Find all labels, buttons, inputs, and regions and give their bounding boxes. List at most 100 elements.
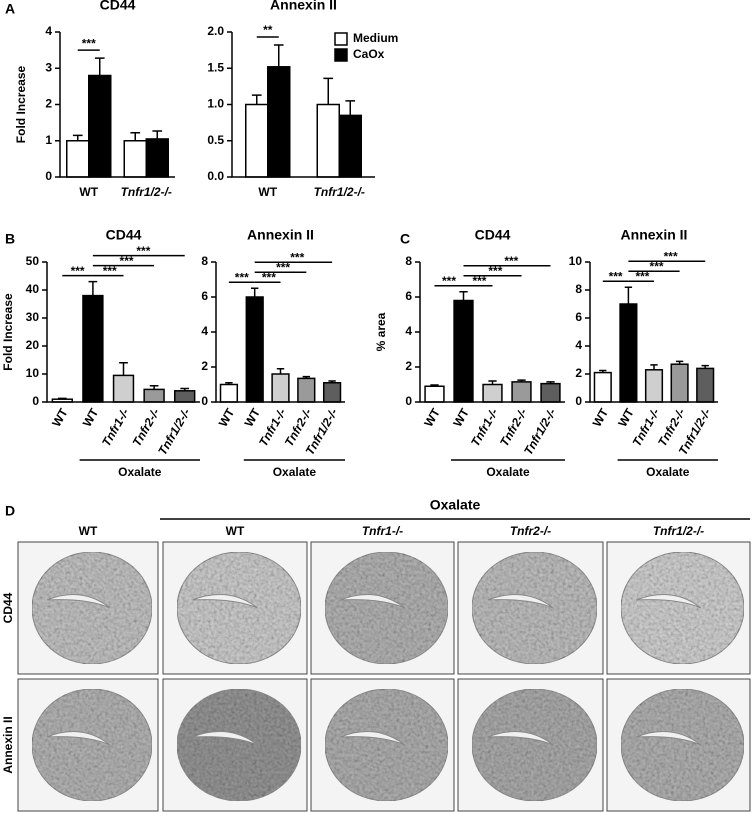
row-label: Annexin II — [1, 716, 15, 773]
renal-pelvis — [636, 594, 702, 609]
kidney-section — [324, 551, 449, 665]
error-bar — [650, 364, 658, 370]
bar — [112, 374, 135, 403]
y-tick-label: 2 — [201, 359, 208, 373]
column-label: Tnfr2-/- — [510, 524, 551, 538]
renal-pelvis — [192, 731, 258, 746]
x-tick-label: WT — [80, 406, 102, 430]
axes — [46, 262, 200, 403]
renal-pelvis — [340, 594, 406, 609]
bar — [88, 74, 112, 178]
renal-pelvis — [487, 731, 554, 746]
kidney-section — [620, 551, 745, 665]
significance-label: *** — [82, 36, 96, 50]
bar — [245, 103, 269, 178]
group-label: Oxalate — [430, 497, 481, 513]
bar — [297, 377, 316, 403]
error-bar — [276, 368, 285, 374]
y-tick-label: 30 — [26, 310, 40, 324]
column-label: Tnfr1/2-/- — [653, 524, 704, 538]
bar — [123, 140, 147, 178]
legend-label: Medium — [353, 31, 398, 45]
row-label: CD44 — [1, 592, 15, 623]
bar — [143, 388, 165, 403]
bar — [82, 294, 104, 403]
significance-label: *** — [120, 254, 134, 268]
bar — [619, 303, 638, 403]
micrograph — [457, 678, 604, 812]
y-tick-label: 0 — [32, 394, 39, 408]
renal-pelvis — [340, 731, 406, 746]
error-bar — [430, 384, 439, 387]
y-tick-label: 10 — [26, 366, 40, 380]
kidney-section — [324, 688, 449, 802]
y-tick-label: 0.5 — [207, 133, 224, 147]
error-bar — [152, 130, 163, 139]
micrograph — [606, 541, 751, 675]
y-tick-label: 4 — [201, 324, 208, 338]
x-tick-label: WT — [79, 185, 98, 199]
significance-label: *** — [472, 274, 486, 288]
chart-title: CD44 — [475, 227, 511, 243]
x-tick-label: WT — [242, 406, 264, 430]
group-label: Oxalate — [118, 465, 162, 479]
significance-label: *** — [442, 274, 456, 288]
error-bar — [323, 77, 334, 105]
micrograph — [162, 541, 308, 675]
y-tick-label: 6 — [575, 310, 582, 324]
error-bar — [88, 280, 98, 296]
panel-label: D — [5, 503, 15, 519]
y-tick-label: 2 — [45, 97, 52, 111]
error-bar — [180, 387, 190, 391]
error-bar — [225, 382, 233, 385]
bar — [424, 385, 445, 403]
bar — [540, 382, 561, 403]
x-tick-label: Tnfr1-/- — [99, 406, 132, 449]
chart-title: CD44 — [100, 0, 136, 13]
bar — [66, 140, 90, 178]
micrograph — [310, 678, 455, 812]
significance-label: *** — [136, 244, 150, 258]
y-tick-label: 0.0 — [207, 169, 224, 183]
error-bar — [517, 379, 526, 382]
group-label: Oxalate — [646, 465, 690, 479]
kidney-section — [176, 551, 302, 665]
chart-title: Annexin II — [247, 227, 314, 243]
renal-pelvis — [487, 594, 554, 609]
panel-label: C — [400, 231, 410, 247]
y-tick-label: 6 — [201, 289, 208, 303]
significance-label: *** — [609, 269, 623, 283]
error-bar — [701, 364, 709, 369]
y-axis-label: % area — [374, 312, 388, 351]
legend-swatch — [334, 32, 348, 46]
bar — [219, 383, 239, 403]
chart-title: CD44 — [106, 227, 142, 243]
error-bar — [251, 94, 262, 105]
x-tick-label: WT — [615, 406, 637, 430]
bar — [453, 299, 474, 403]
significance-label: *** — [504, 254, 518, 268]
significance-label: ** — [263, 23, 273, 37]
renal-pelvis — [636, 731, 702, 746]
bar — [271, 373, 290, 403]
group-label: Oxalate — [486, 465, 530, 479]
y-tick-label: 4 — [405, 324, 412, 338]
bar — [174, 390, 196, 403]
y-tick-label: 2.0 — [207, 24, 224, 38]
significance-label: *** — [71, 264, 85, 278]
y-tick-label: 4 — [45, 24, 52, 38]
significance-label: *** — [262, 270, 276, 284]
error-bar — [130, 132, 141, 141]
micrograph — [17, 541, 159, 675]
bar — [696, 367, 715, 403]
error-bar — [72, 134, 83, 141]
y-tick-label: 10 — [569, 254, 583, 268]
y-tick-label: 3 — [45, 60, 52, 74]
significance-label: *** — [488, 264, 502, 278]
axes — [215, 262, 345, 403]
kidney-section — [31, 551, 153, 665]
y-axis-label: Fold Increase — [14, 66, 28, 144]
kidney-section — [471, 688, 598, 802]
y-tick-label: 2 — [405, 359, 412, 373]
